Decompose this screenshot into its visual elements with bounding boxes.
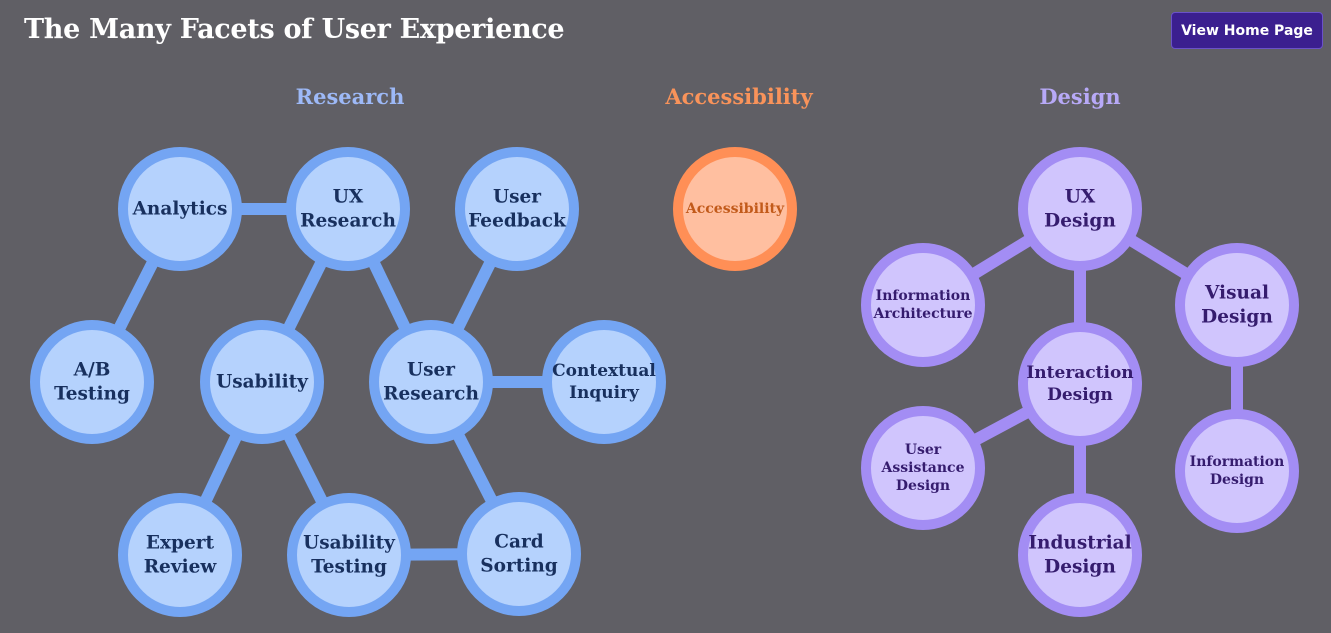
node-label-usability-line-0: Usability [216,372,309,393]
node-label-card-sorting-line-0: Card [494,531,543,552]
node-circle-information-design [1175,409,1299,533]
node-circle-information-architecture [861,243,985,367]
node-label-card-sorting-line-1: Sorting [480,556,557,577]
node-circle-user-feedback [455,147,579,271]
node-card-sorting: Card Sorting [457,492,581,616]
node-circle-interaction-design [1018,322,1142,446]
node-circle-ab-testing [30,320,154,444]
node-circle-analytics [118,147,242,271]
node-accessibility: Accessibility [673,147,797,271]
node-label-ux-design-line-1: Design [1044,211,1116,232]
node-user-feedback: User Feedback [455,147,579,271]
node-industrial-design: Industrial Design [1018,493,1142,617]
node-usability: Usability [200,320,324,444]
node-circle-usability-testing [287,493,411,617]
node-label-ab-testing-line-1: Testing [54,384,130,405]
node-user-research: User Research [369,320,493,444]
node-label-user-assistance-design-line-0: User [905,442,942,458]
node-analytics: Analytics [118,147,242,271]
page-title: The Many Facets of User Experience [24,14,565,45]
section-heading-design: Design [1039,84,1121,109]
node-circle-ux-research [286,147,410,271]
section-heading-research: Research [295,84,405,109]
node-label-information-design-line-0: Information [1190,454,1285,470]
view-home-page-button[interactable]: View Home Page [1171,12,1323,49]
node-information-design: Information Design [1175,409,1299,533]
node-label-analytics-line-0: Analytics [132,199,228,220]
node-label-user-feedback-line-1: Feedback [468,211,567,232]
node-circle-card-sorting [457,492,581,616]
node-label-interaction-design-line-0: Interaction [1026,363,1133,383]
node-ab-testing: A/B Testing [30,320,154,444]
node-ux-research: UX Research [286,147,410,271]
node-label-user-research-line-0: User [407,359,455,380]
node-label-information-architecture-line-1: Architecture [872,306,972,322]
node-layer: Analytics UX Research User Feedback A/B Testin… [30,147,1299,617]
node-label-information-design-line-1: Design [1210,472,1264,488]
node-label-expert-review-line-1: Review [144,557,218,578]
node-label-ux-research-line-1: Research [300,211,396,232]
node-label-user-research-line-1: Research [383,384,479,405]
node-expert-review: Expert Review [118,493,242,617]
node-ux-design: UX Design [1018,147,1142,271]
node-label-user-feedback-line-0: User [493,186,541,207]
node-label-usability-testing-line-0: Usability [303,532,396,553]
node-label-usability-testing-line-1: Testing [311,557,387,578]
node-circle-accessibility [673,147,797,271]
node-label-user-assistance-design-line-2: Design [896,478,950,494]
node-information-architecture: Information Architecture [861,243,985,367]
node-label-expert-review-line-0: Expert [146,532,215,553]
node-circle-visual-design [1175,243,1299,367]
node-circle-ux-design [1018,147,1142,271]
node-visual-design: Visual Design [1175,243,1299,367]
node-circle-user-research [369,320,493,444]
node-circle-expert-review [118,493,242,617]
node-label-contextual-inquiry-line-1: Inquiry [569,383,640,403]
node-user-assistance-design: User Assistance Design [861,406,985,530]
node-circle-contextual-inquiry [542,320,666,444]
node-label-accessibility-line-0: Accessibility [685,201,785,217]
node-label-ab-testing-line-0: A/B [73,359,111,380]
node-label-interaction-design-line-1: Design [1047,385,1113,405]
section-heading-accessibility: Accessibility [665,84,813,109]
node-label-ux-design-line-0: UX [1065,186,1096,207]
node-label-visual-design-line-0: Visual [1204,282,1269,303]
node-circle-industrial-design [1018,493,1142,617]
node-label-industrial-design-line-0: Industrial [1028,532,1131,553]
node-usability-testing: Usability Testing [287,493,411,617]
node-circle-user-assistance-design [861,406,985,530]
node-label-ux-research-line-0: UX [333,186,364,207]
node-label-information-architecture-line-0: Information [876,288,971,304]
node-label-industrial-design-line-1: Design [1044,557,1116,578]
node-circle-usability [200,320,324,444]
node-label-visual-design-line-1: Design [1201,307,1273,328]
node-label-user-assistance-design-line-1: Assistance [881,460,965,476]
node-label-contextual-inquiry-line-0: Contextual [552,361,656,381]
